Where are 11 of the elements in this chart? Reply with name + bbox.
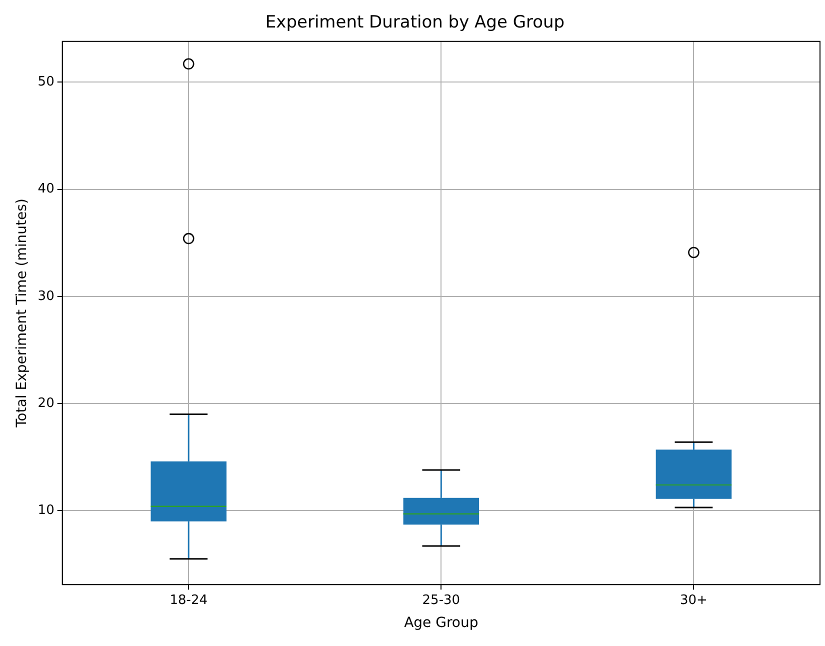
x-tick-label: 30+ — [680, 592, 708, 608]
x-axis-title: Age Group — [404, 615, 478, 632]
x-tick-label: 25-30 — [422, 592, 460, 608]
y-tick-label: 10 — [38, 503, 54, 518]
y-tick-label: 50 — [38, 74, 54, 90]
y-axis-title: Total Experiment Time (minutes) — [14, 198, 30, 428]
y-tick-label: 40 — [38, 182, 54, 197]
y-tick-label: 30 — [38, 288, 54, 304]
y-tick-label: 20 — [38, 396, 54, 411]
chart-title: Experiment Duration by Age Group — [265, 12, 565, 33]
x-tick-label: 18-24 — [170, 592, 208, 608]
